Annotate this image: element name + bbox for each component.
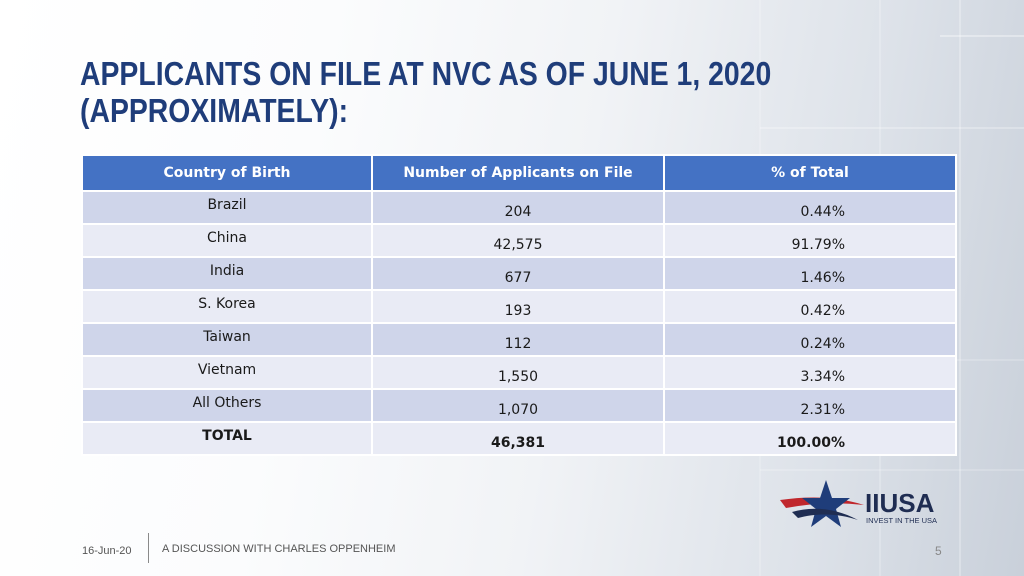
cell-country: Taiwan [81,322,373,357]
slide-title-line-2: (APPROXIMATELY): [80,92,349,129]
cell-applicants: 1,070 [371,388,665,423]
cell-total-label: TOTAL [81,421,373,456]
cell-percent: 91.79% [663,223,957,258]
slide-title-line-1: APPLICANTS ON FILE AT NVC AS OF JUNE 1, … [80,55,772,92]
header-country: Country of Birth [81,154,373,192]
cell-percent: 2.31% [663,388,957,423]
cell-applicants: 193 [371,289,665,324]
table-header-row: Country of Birth Number of Applicants on… [81,154,957,192]
cell-total-applicants: 46,381 [371,421,665,456]
table-row: S. Korea 193 0.42% [81,289,957,324]
cell-applicants: 42,575 [371,223,665,258]
cell-applicants: 1,550 [371,355,665,390]
cell-total-percent: 100.00% [663,421,957,456]
cell-percent: 0.24% [663,322,957,357]
cell-applicants: 204 [371,190,665,225]
logo-wordmark: IIUSA [865,488,935,518]
table-row: Brazil 204 0.44% [81,190,957,225]
cell-percent: 0.44% [663,190,957,225]
cell-country: All Others [81,388,373,423]
logo-tagline: INVEST IN THE USA [866,516,937,525]
header-percent: % of Total [663,154,957,192]
table-row: Vietnam 1,550 3.34% [81,355,957,390]
footer-divider [148,533,149,563]
table-total-row: TOTAL 46,381 100.00% [81,421,957,456]
table-row: India 677 1.46% [81,256,957,291]
table-row: All Others 1,070 2.31% [81,388,957,423]
footer-date: 16-Jun-20 [82,545,132,557]
cell-percent: 1.46% [663,256,957,291]
cell-applicants: 112 [371,322,665,357]
cell-country: India [81,256,373,291]
slide-title: APPLICANTS ON FILE AT NVC AS OF JUNE 1, … [80,55,820,129]
cell-country: S. Korea [81,289,373,324]
iiusa-logo: IIUSA INVEST IN THE USA [778,478,948,534]
applicants-table: Country of Birth Number of Applicants on… [81,154,957,456]
cell-country: Vietnam [81,355,373,390]
cell-country: Brazil [81,190,373,225]
footer-text: A DISCUSSION WITH CHARLES OPPENHEIM [162,543,396,555]
cell-percent: 3.34% [663,355,957,390]
table-row: Taiwan 112 0.24% [81,322,957,357]
cell-country: China [81,223,373,258]
page-number: 5 [935,544,942,558]
cell-applicants: 677 [371,256,665,291]
table-row: China 42,575 91.79% [81,223,957,258]
cell-percent: 0.42% [663,289,957,324]
header-applicants: Number of Applicants on File [371,154,665,192]
star-swoosh-logo-icon [780,480,864,527]
